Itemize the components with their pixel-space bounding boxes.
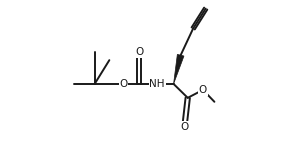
Text: O: O — [180, 122, 189, 132]
Polygon shape — [174, 54, 184, 84]
Text: O: O — [199, 85, 207, 95]
Text: NH: NH — [149, 79, 165, 89]
Text: O: O — [119, 79, 128, 89]
Text: O: O — [135, 47, 143, 57]
